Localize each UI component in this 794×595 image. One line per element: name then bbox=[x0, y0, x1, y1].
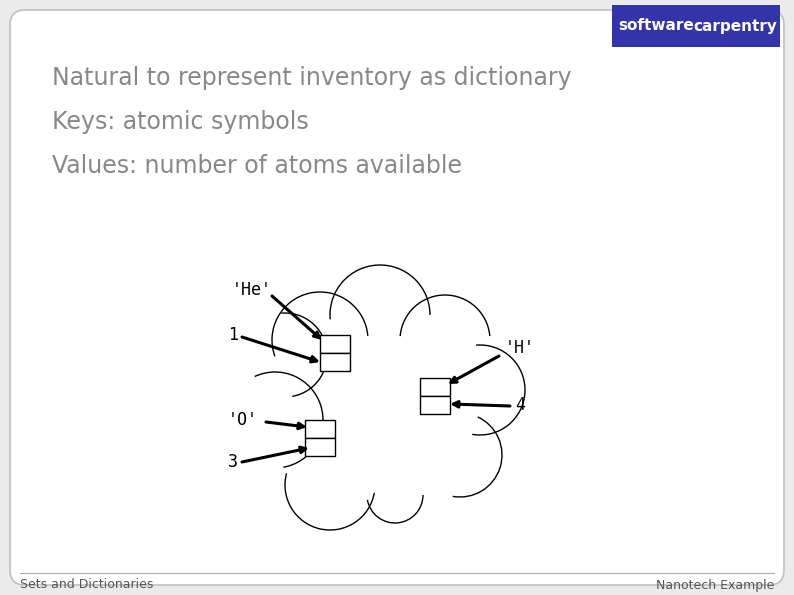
Bar bbox=[320, 353, 350, 371]
Text: software: software bbox=[618, 18, 694, 33]
Text: Keys: atomic symbols: Keys: atomic symbols bbox=[52, 110, 309, 134]
Bar bbox=[420, 378, 450, 396]
Bar bbox=[305, 420, 335, 438]
Text: Values: number of atoms available: Values: number of atoms available bbox=[52, 154, 462, 178]
Bar bbox=[420, 396, 450, 414]
FancyBboxPatch shape bbox=[10, 10, 784, 585]
Text: Natural to represent inventory as dictionary: Natural to represent inventory as dictio… bbox=[52, 66, 572, 90]
FancyBboxPatch shape bbox=[612, 5, 780, 47]
Text: 'He': 'He' bbox=[232, 281, 272, 299]
Text: 1: 1 bbox=[228, 326, 238, 344]
Bar bbox=[320, 335, 350, 353]
Text: 'H': 'H' bbox=[505, 339, 535, 357]
Text: 'O': 'O' bbox=[228, 411, 258, 429]
Text: Sets and Dictionaries: Sets and Dictionaries bbox=[20, 578, 153, 591]
Text: 3: 3 bbox=[228, 453, 238, 471]
Bar bbox=[305, 438, 335, 456]
Text: 4: 4 bbox=[515, 396, 525, 414]
Text: carpentry: carpentry bbox=[693, 18, 777, 33]
Text: Nanotech Example: Nanotech Example bbox=[656, 578, 774, 591]
